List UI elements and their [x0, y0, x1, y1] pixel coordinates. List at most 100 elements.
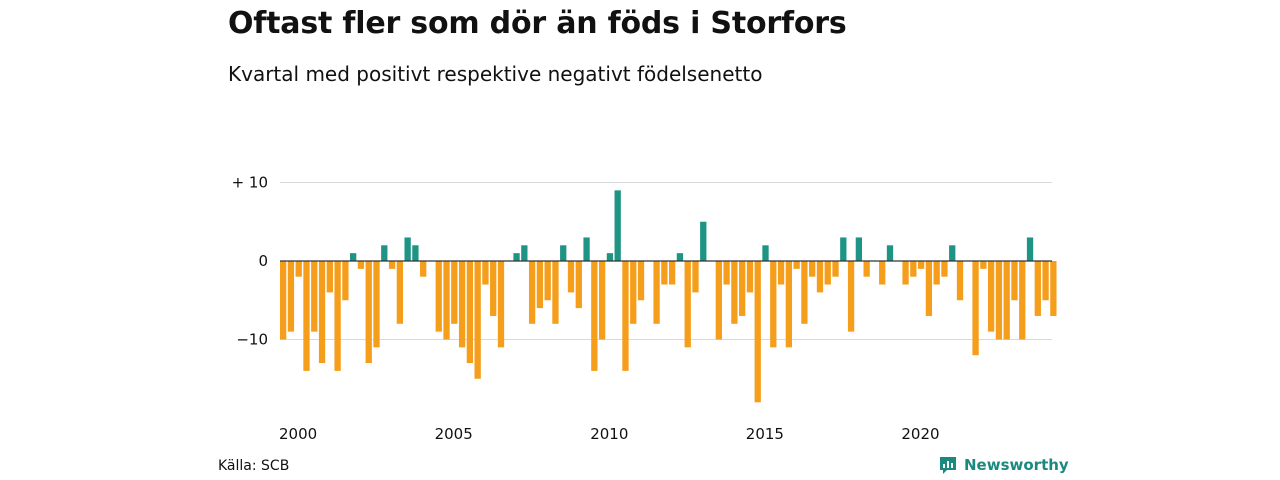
bar-negative	[692, 261, 699, 293]
chart-subtitle: Kvartal med positivt respektive negativt…	[228, 62, 763, 86]
bar-positive	[855, 237, 863, 261]
bar-negative	[388, 261, 396, 269]
y-tick-label: −10	[236, 331, 268, 349]
bar-positive	[412, 245, 419, 261]
bar-negative	[334, 261, 341, 371]
bar-negative	[684, 261, 691, 348]
x-tick-label: 2000	[279, 425, 317, 443]
bar-negative	[785, 261, 792, 348]
bar-positive	[840, 237, 847, 261]
bar-negative	[598, 261, 606, 340]
bar-negative	[653, 261, 660, 324]
bar-negative	[311, 261, 318, 332]
bar-negative	[435, 261, 442, 332]
axis-labels: + 10 0 −10 2000 2005 2010 2015 2020	[232, 174, 940, 444]
bar-negative	[466, 261, 474, 364]
bar-negative	[863, 261, 870, 277]
bar-negative	[420, 261, 427, 277]
bar-negative	[591, 261, 598, 371]
bar-negative	[295, 261, 302, 277]
bar-negative	[630, 261, 637, 324]
bar-negative	[816, 261, 824, 293]
bar-negative	[1034, 261, 1041, 316]
bar-negative	[715, 261, 722, 340]
bar-negative	[482, 261, 489, 285]
bars	[280, 190, 1057, 403]
bar-negative	[303, 261, 310, 371]
bar-negative	[451, 261, 458, 324]
bar-negative	[754, 261, 761, 403]
source-note: Källa: SCB	[218, 458, 290, 474]
bar-negative	[342, 261, 349, 301]
bar-negative	[474, 261, 481, 379]
bar-negative	[326, 261, 333, 293]
bar-positive	[381, 245, 388, 261]
chart-title: Oftast fler som dör än föds i Storfors	[228, 6, 847, 41]
bar-negative	[396, 261, 403, 324]
bar-negative	[1003, 261, 1010, 340]
bar-negative	[995, 261, 1003, 340]
x-tick-label: 2015	[746, 425, 784, 443]
brand-name: Newsworthy	[964, 456, 1069, 474]
bar-negative	[669, 261, 676, 285]
bar-positive	[521, 245, 528, 261]
bar-negative	[443, 261, 450, 340]
y-tick-label: 0	[258, 252, 268, 270]
bar-negative	[287, 261, 295, 332]
bar-negative	[801, 261, 808, 324]
bar-negative	[739, 261, 746, 316]
bar-negative	[832, 261, 839, 277]
bar-negative	[458, 261, 466, 348]
bar-positive	[949, 245, 956, 261]
bar-negative	[987, 261, 995, 332]
bar-negative	[956, 261, 964, 301]
bar-negative	[980, 261, 987, 269]
bar-negative	[357, 261, 365, 269]
bar-negative	[847, 261, 855, 332]
bar-negative	[536, 261, 544, 309]
bar-negative	[777, 261, 785, 285]
bar-positive	[676, 253, 684, 261]
bar-negative	[552, 261, 559, 324]
bar-negative	[902, 261, 909, 285]
bar-positive	[404, 237, 411, 261]
bar-negative	[622, 261, 629, 371]
bar-positive	[583, 237, 590, 261]
bar-positive	[614, 190, 621, 261]
brand-logo: Newsworthy	[938, 455, 1069, 475]
bar-negative	[917, 261, 925, 269]
bar-negative	[824, 261, 831, 285]
y-tick-label: + 10	[232, 174, 268, 192]
bar-positive	[700, 221, 707, 261]
bar-negative	[497, 261, 505, 348]
bar-positive	[1026, 237, 1034, 261]
bar-negative	[933, 261, 940, 285]
bar-positive	[513, 253, 520, 261]
bar-negative	[770, 261, 777, 348]
bar-negative	[280, 261, 287, 340]
bar-positive	[560, 245, 567, 261]
bar-positive	[350, 253, 357, 261]
bar-negative	[544, 261, 551, 301]
newsworthy-logo-icon	[940, 457, 956, 474]
bar-negative	[731, 261, 738, 324]
bar-negative	[723, 261, 730, 285]
bar-negative	[809, 261, 816, 277]
bar-positive	[886, 245, 894, 261]
bar-positive	[606, 253, 614, 261]
bar-negative	[793, 261, 800, 269]
gridlines	[280, 182, 1052, 340]
x-tick-label: 2020	[901, 425, 939, 443]
bar-negative	[661, 261, 668, 285]
bar-negative	[365, 261, 372, 364]
bar-negative	[373, 261, 380, 348]
bar-negative	[1019, 261, 1026, 340]
bar-negative	[528, 261, 536, 324]
bar-negative	[879, 261, 886, 285]
bar-negative	[910, 261, 917, 277]
x-tick-label: 2010	[590, 425, 628, 443]
bar-negative	[972, 261, 979, 356]
bar-negative	[575, 261, 582, 309]
bar-negative	[490, 261, 497, 316]
bar-negative	[318, 261, 326, 364]
